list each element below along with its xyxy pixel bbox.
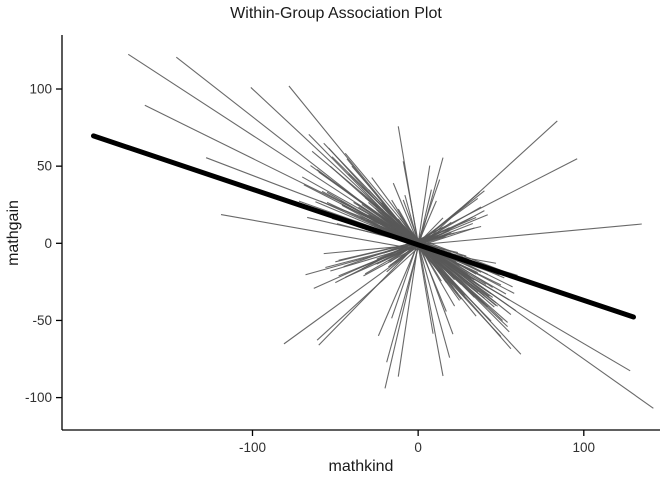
group-segment xyxy=(394,207,462,263)
segments-group xyxy=(90,53,654,409)
y-tick-label: -50 xyxy=(32,313,52,328)
y-axis-title: mathgain xyxy=(5,200,22,266)
x-tick-label: -100 xyxy=(239,440,266,455)
group-segment xyxy=(384,189,432,389)
group-segment xyxy=(404,195,451,358)
group-segment xyxy=(335,225,482,263)
group-segment xyxy=(386,157,444,363)
trend-line xyxy=(90,133,636,320)
group-segment xyxy=(329,165,485,305)
group-segment xyxy=(397,208,456,307)
y-tick-label: -100 xyxy=(25,390,52,405)
group-segment xyxy=(397,126,434,334)
group-segment xyxy=(361,204,517,312)
group-segment xyxy=(386,191,480,273)
group-segment xyxy=(376,234,440,265)
group-segment xyxy=(323,223,642,255)
group-segment xyxy=(205,157,541,286)
group-segment xyxy=(368,189,522,355)
group-segment xyxy=(397,165,431,377)
group-segment xyxy=(377,200,437,337)
x-tick-label: 0 xyxy=(414,440,422,455)
y-tick-label: 0 xyxy=(44,236,52,251)
y-tick-label: 50 xyxy=(37,159,52,174)
group-segment xyxy=(364,197,512,315)
y-tick-label: 100 xyxy=(29,82,52,97)
chart-title: Within-Group Association Plot xyxy=(230,5,442,22)
group-segment xyxy=(399,217,461,301)
x-tick-label: 100 xyxy=(573,440,596,455)
x-axis-title: mathkind xyxy=(328,458,394,475)
